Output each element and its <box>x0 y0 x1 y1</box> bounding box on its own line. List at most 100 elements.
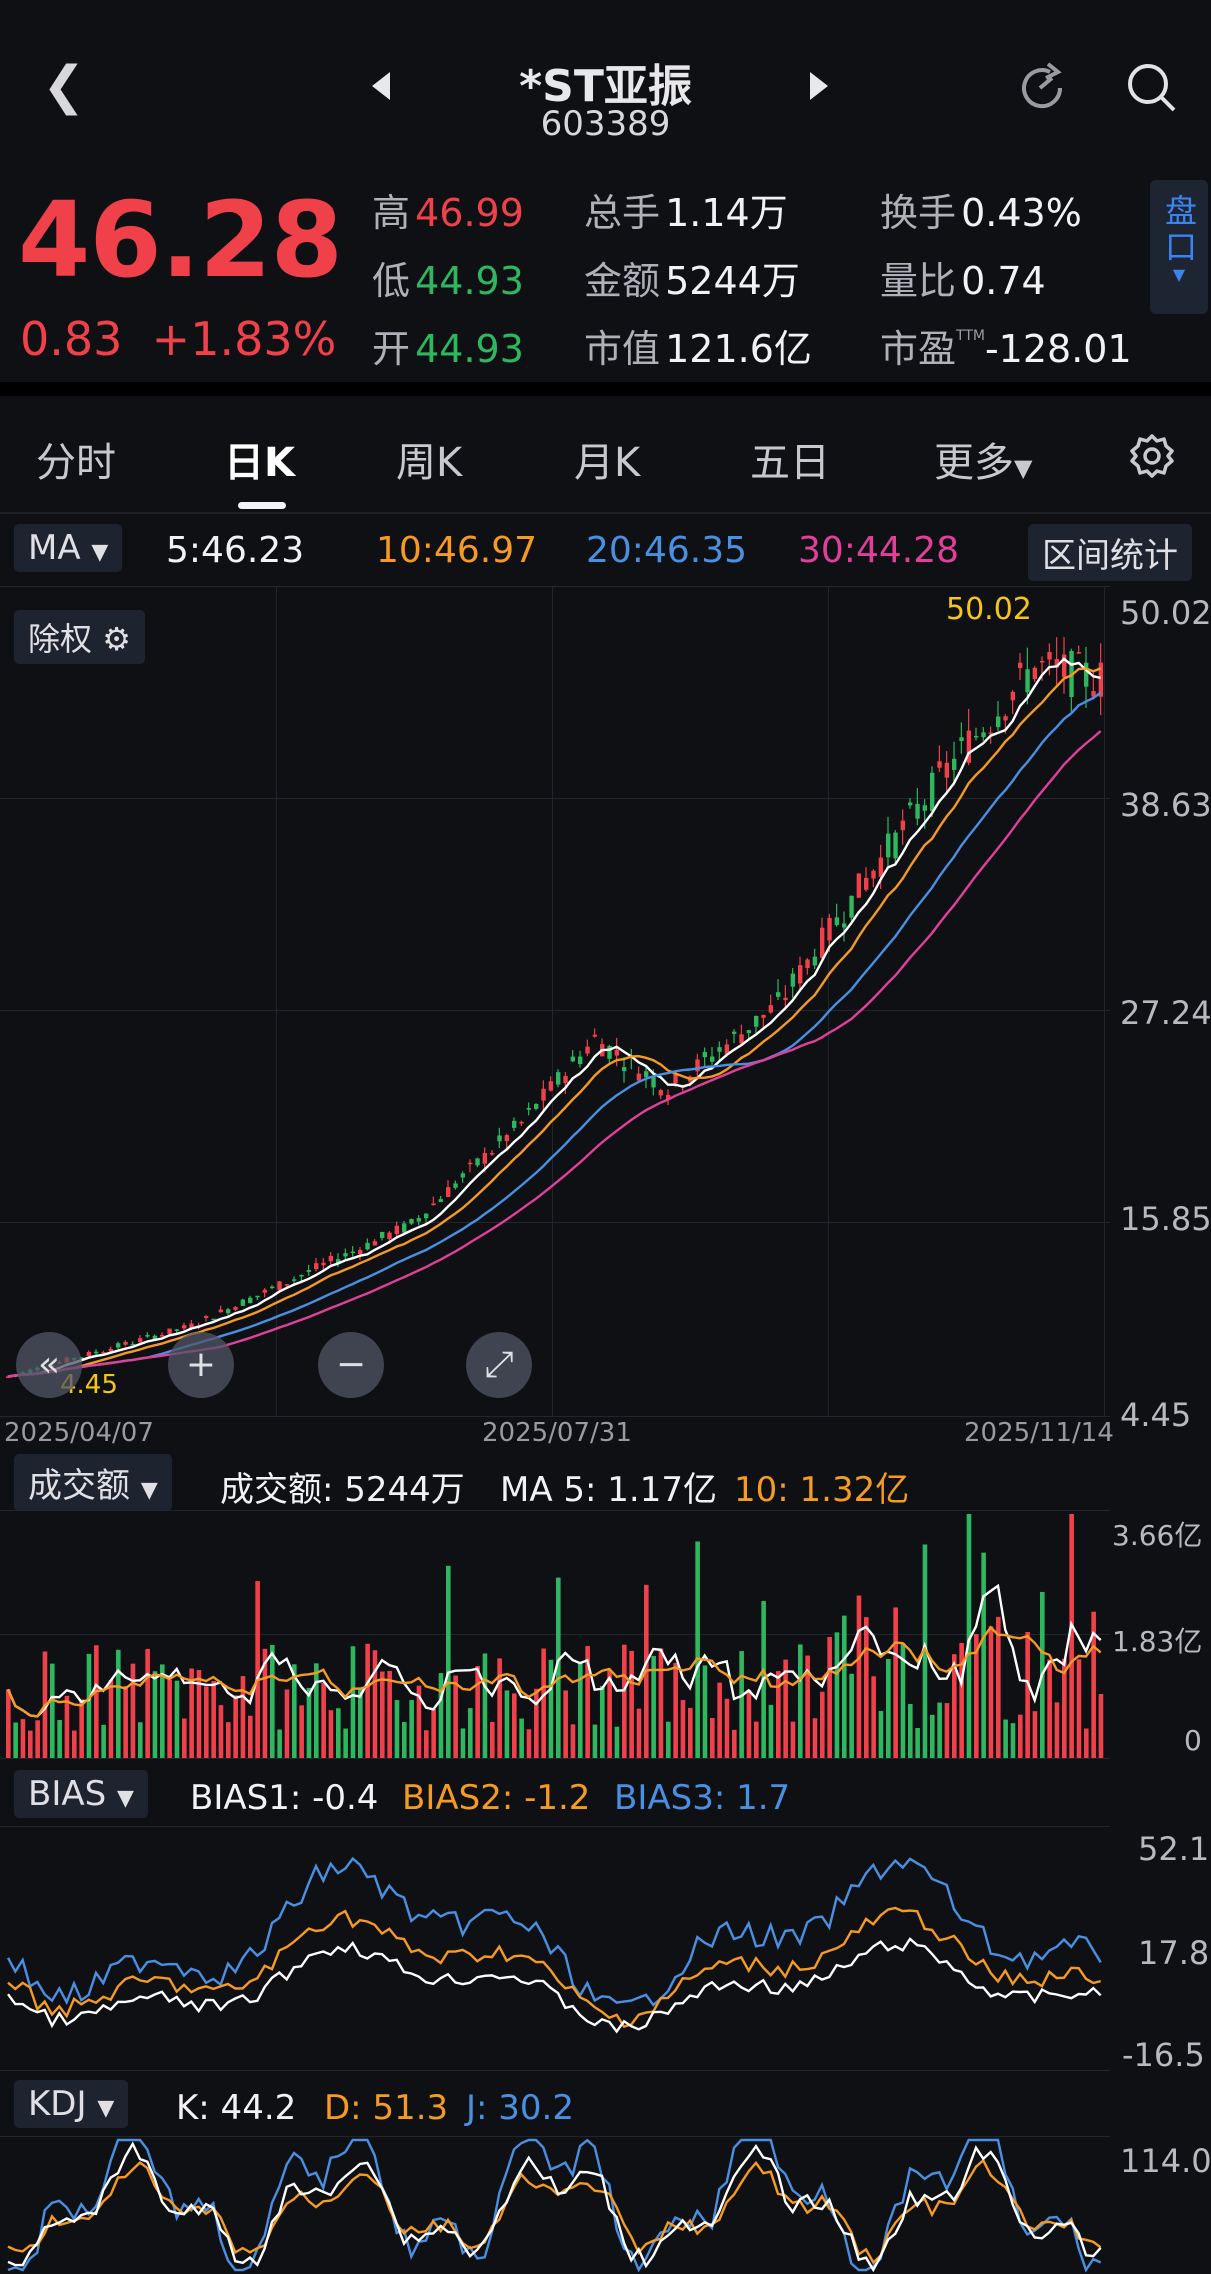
volume-bar <box>13 1722 18 1758</box>
panko-label: 盘口 <box>1160 194 1198 266</box>
volume-bar <box>277 1729 282 1758</box>
kline-chart[interactable] <box>0 586 1110 1416</box>
prev-stock-icon[interactable] <box>372 72 390 100</box>
candle-body <box>79 1357 84 1359</box>
zoom-in-icon[interactable]: + <box>168 1332 234 1398</box>
candle-body <box>167 1328 172 1334</box>
candle-body <box>460 1173 466 1178</box>
candle-body <box>922 805 928 811</box>
tab-daily-k[interactable]: 日K <box>224 440 295 486</box>
panko-button[interactable]: 盘口 ▼ <box>1150 180 1208 314</box>
candle-body <box>1025 669 1030 693</box>
ma-selector-label: MA <box>28 528 81 568</box>
candle-body <box>262 1289 268 1293</box>
volume-bar <box>108 1679 114 1758</box>
vol-ratio-field: 量比 0.74 <box>880 250 1046 305</box>
price-change: 0.83 +1.83% <box>20 312 336 366</box>
volume-bar <box>35 1720 40 1758</box>
volume-selector[interactable]: 成交额 ▼ <box>14 1454 172 1511</box>
volume-bar <box>944 1703 950 1758</box>
mktcap-field: 市值 121.6亿 <box>584 318 812 373</box>
kdj-chart[interactable] <box>0 2136 1110 2274</box>
low-label: 低 <box>372 259 411 303</box>
candle-body <box>174 1329 180 1331</box>
grid-line <box>276 586 277 1416</box>
candle-body <box>541 1088 546 1101</box>
candle-body <box>790 973 796 987</box>
kdj-selector[interactable]: KDJ ▼ <box>14 2080 129 2128</box>
mktcap-value: 121.6亿 <box>665 327 812 371</box>
volume-bar <box>152 1671 158 1758</box>
range-stats-button[interactable]: 区间统计 <box>1028 524 1192 581</box>
bias3-value: BIAS3: 1.7 <box>614 1778 791 1818</box>
volume-bar <box>937 1702 942 1758</box>
candle-body <box>746 1030 752 1034</box>
candle-body <box>270 1286 275 1289</box>
settings-gear-icon[interactable] <box>1128 432 1176 480</box>
candle-body <box>563 1076 568 1084</box>
bias-selector[interactable]: BIAS ▼ <box>14 1770 148 1818</box>
volume-bar <box>167 1679 172 1758</box>
ma10-value: 10:46.97 <box>376 530 537 571</box>
tab-timeshare[interactable]: 分时 <box>36 440 116 486</box>
amount-field: 金额 5244万 <box>584 250 800 305</box>
scroll-left-icon[interactable]: « <box>16 1332 82 1398</box>
volume-bar <box>314 1663 319 1758</box>
volume-bar <box>570 1724 576 1758</box>
candle-body <box>160 1334 165 1337</box>
volume-bar <box>1084 1728 1089 1758</box>
grid-line <box>0 1416 1110 1417</box>
candle-body <box>1054 659 1060 668</box>
candle-body <box>387 1232 392 1240</box>
volume-bar <box>776 1671 781 1758</box>
ma-selector[interactable]: MA ▼ <box>14 524 123 572</box>
volume-bar <box>688 1707 693 1758</box>
back-chevron-icon[interactable]: ❮ <box>42 56 86 116</box>
candle-body <box>204 1316 209 1318</box>
zoom-out-icon[interactable]: − <box>318 1332 384 1398</box>
change-value: 0.83 <box>20 312 123 366</box>
y-tick: 15.85 <box>1120 1200 1211 1238</box>
volume-bar <box>284 1689 290 1758</box>
volume-bar <box>1018 1714 1023 1758</box>
volume-chart[interactable] <box>0 1510 1110 1758</box>
volume-bar <box>695 1541 700 1758</box>
search-icon[interactable] <box>1122 58 1182 118</box>
refresh-icon[interactable] <box>1012 58 1072 118</box>
next-stock-icon[interactable] <box>810 72 828 100</box>
volume-bar <box>160 1664 165 1758</box>
bias1-value: BIAS1: -0.4 <box>190 1778 379 1818</box>
candle-body <box>504 1135 510 1142</box>
candle-body <box>988 732 994 735</box>
y-tick: 114.0 <box>1120 2142 1211 2180</box>
volume-ma5-text: MA 5: 1.17亿 <box>500 1470 717 1510</box>
grid-line <box>828 586 829 1416</box>
bias1-line <box>7 1937 1102 2034</box>
volume-bar <box>1025 1632 1030 1758</box>
date-label: 2025/04/07 <box>4 1418 154 1448</box>
volume-bar <box>343 1728 348 1758</box>
volume-bar <box>123 1685 128 1758</box>
candle-body <box>299 1275 304 1277</box>
tab-five-day[interactable]: 五日 <box>750 440 830 486</box>
y-tick: 50.02 <box>1120 594 1211 632</box>
bias-chart[interactable] <box>0 1826 1110 2070</box>
adjust-button[interactable]: 除权 ⚙ <box>14 610 145 664</box>
candle-body <box>94 1351 99 1354</box>
candle-body <box>182 1325 187 1329</box>
candle-body <box>482 1152 488 1164</box>
candle-body <box>739 1034 744 1044</box>
candle-body <box>123 1341 128 1345</box>
candle-body <box>570 1056 576 1062</box>
volume-bar <box>1010 1723 1016 1758</box>
volume-bar <box>629 1650 634 1758</box>
tab-weekly-k[interactable]: 周K <box>396 440 463 486</box>
tab-monthly-k[interactable]: 月K <box>574 440 641 486</box>
candle-body <box>1018 662 1023 669</box>
candle-body <box>101 1352 106 1354</box>
candle-body <box>130 1343 136 1346</box>
volume-label: 总手 <box>584 191 661 235</box>
tab-more[interactable]: 更多▼ <box>934 430 1032 488</box>
fullscreen-icon[interactable]: ⤢ <box>466 1332 532 1398</box>
turnover-label: 换手 <box>880 191 957 235</box>
